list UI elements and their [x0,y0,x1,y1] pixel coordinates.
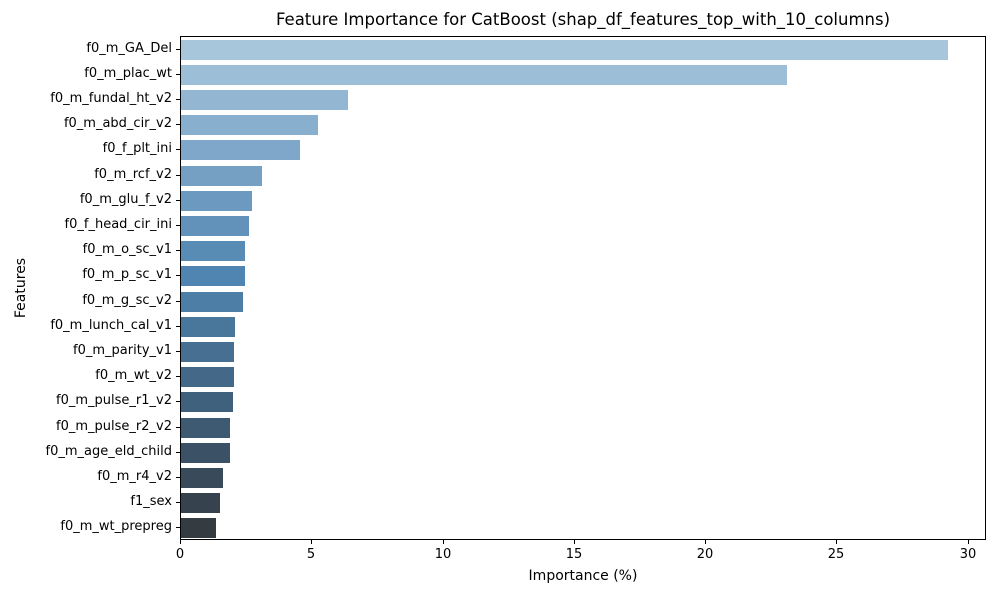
bar-f0_m_fundal_ht_v2 [181,89,348,111]
x-tick-mark [836,540,837,544]
y-tick-mark [176,225,180,226]
x-tick-label-30: 30 [959,547,977,562]
y-tick-mark [176,124,180,125]
bar-f0_f_plt_ini [181,140,301,161]
y-tick-label-f0_m_g_sc_v2: f0_m_g_sc_v2 [82,293,172,308]
x-tick-label-5: 5 [306,547,316,562]
bar-f0_m_pulse_r1_v2 [181,392,233,413]
bar-f0_m_wt_v2 [181,367,234,388]
y-tick-mark [176,250,180,251]
y-tick-label-f0_m_plac_wt: f0_m_plac_wt [84,66,172,81]
y-tick-mark [176,477,180,478]
bar-f0_m_GA_Del [181,39,948,60]
y-tick-label-f0_m_pulse_r2_v2: f0_m_pulse_r2_v2 [56,419,172,434]
y-tick-mark [176,301,180,302]
y-tick-mark [176,427,180,428]
y-tick-label-f0_m_GA_Del: f0_m_GA_Del [86,41,172,56]
bar-f0_m_lunch_cal_v1 [181,316,236,337]
y-tick-label-f0_m_pulse_r1_v2: f0_m_pulse_r1_v2 [56,393,172,408]
y-tick-label-f0_m_parity_v1: f0_m_parity_v1 [73,343,172,358]
y-tick-mark [176,275,180,276]
y-tick-mark [176,452,180,453]
y-tick-label-f0_m_abd_cir_v2: f0_m_abd_cir_v2 [63,116,172,131]
x-tick-mark [180,540,181,544]
y-tick-mark [176,351,180,352]
bar-f1_sex [181,493,221,514]
y-tick-label-f0_m_fundal_ht_v2: f0_m_fundal_ht_v2 [50,91,172,106]
y-tick-label-f0_m_age_eld_child: f0_m_age_eld_child [45,444,172,459]
y-tick-label-f0_f_plt_ini: f0_f_plt_ini [102,141,172,156]
y-tick-label-f0_m_r4_v2: f0_m_r4_v2 [97,469,172,484]
x-tick-label-15: 15 [565,547,583,562]
x-tick-label-10: 10 [434,547,452,562]
y-tick-label-f0_m_wt_prepreg: f0_m_wt_prepreg [60,519,172,534]
y-tick-mark [176,326,180,327]
bar-f0_m_glu_f_v2 [181,190,252,211]
x-tick-mark [574,540,575,544]
y-tick-mark [176,401,180,402]
y-tick-label-f0_m_rcf_v2: f0_m_rcf_v2 [94,167,172,182]
x-tick-mark [443,540,444,544]
x-tick-mark [968,540,969,544]
bar-f0_m_parity_v1 [181,341,235,363]
y-tick-mark [176,502,180,503]
y-tick-label-f0_m_p_sc_v1: f0_m_p_sc_v1 [82,267,172,282]
x-axis-label: Importance (%) [528,568,638,584]
y-tick-label-f0_m_o_sc_v1: f0_m_o_sc_v1 [82,242,172,257]
y-tick-mark [176,74,180,75]
y-tick-mark [176,527,180,528]
y-tick-label-f0_m_wt_v2: f0_m_wt_v2 [95,368,172,383]
bar-f0_m_plac_wt [181,64,788,85]
chart-title: Feature Importance for CatBoost (shap_df… [275,10,891,29]
y-tick-label-f0_f_head_cir_ini: f0_f_head_cir_ini [64,217,172,232]
bar-f0_m_pulse_r2_v2 [181,417,231,438]
y-tick-mark [176,200,180,201]
bar-f0_m_r4_v2 [181,467,223,489]
bar-f0_m_abd_cir_v2 [181,115,318,136]
x-tick-label-20: 20 [696,547,714,562]
x-tick-mark [705,540,706,544]
bar-f0_f_head_cir_ini [181,215,250,237]
bar-f0_m_age_eld_child [181,442,230,463]
y-tick-mark [176,376,180,377]
x-tick-label-25: 25 [827,547,845,562]
bar-f0_m_rcf_v2 [181,165,263,186]
bar-f0_m_g_sc_v2 [181,291,243,312]
bar-f0_m_wt_prepreg [181,518,217,539]
bar-f0_m_p_sc_v1 [181,266,245,287]
x-tick-mark [311,540,312,544]
bar-f0_m_o_sc_v1 [181,241,246,262]
x-tick-label-0: 0 [175,547,185,562]
y-tick-mark [176,99,180,100]
plot-area [180,36,986,540]
y-tick-mark [176,175,180,176]
y-tick-mark [176,49,180,50]
y-tick-label-f1_sex: f1_sex [130,494,172,509]
y-tick-label-f0_m_glu_f_v2: f0_m_glu_f_v2 [79,192,172,207]
y-tick-mark [176,149,180,150]
y-tick-label-f0_m_lunch_cal_v1: f0_m_lunch_cal_v1 [50,318,172,333]
